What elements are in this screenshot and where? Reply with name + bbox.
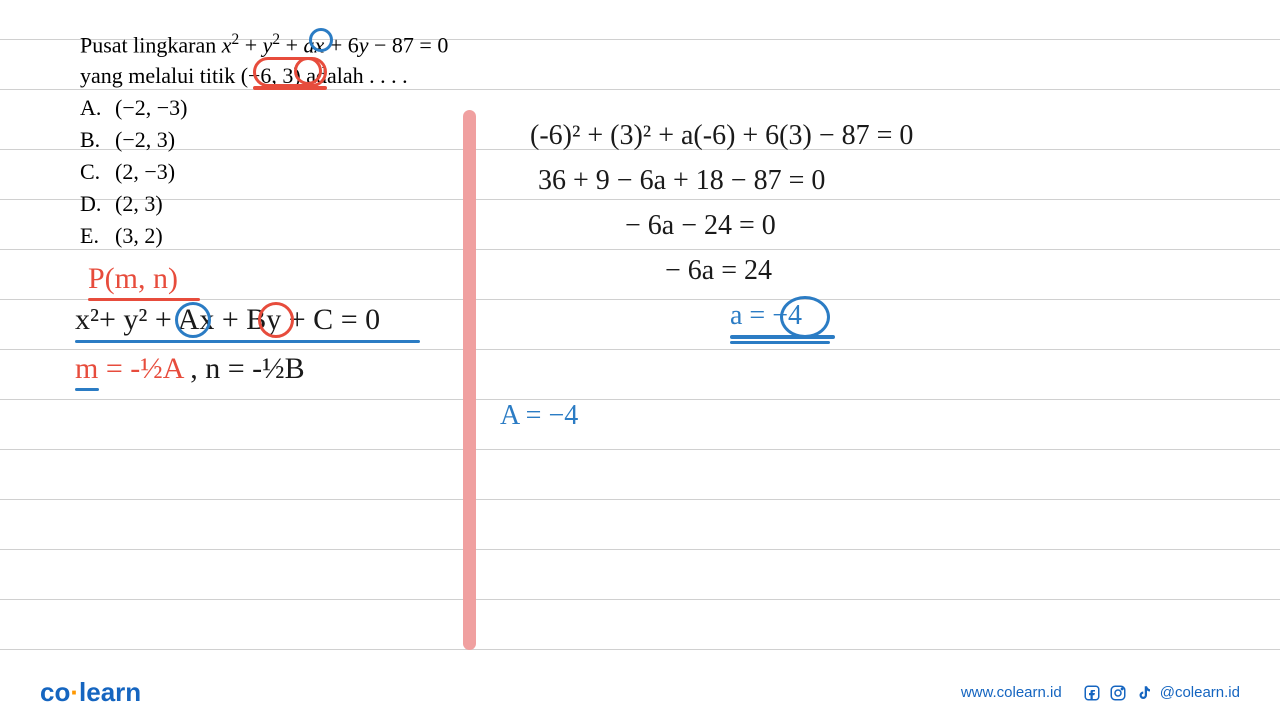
a-result-underline2 bbox=[730, 341, 830, 344]
footer: co·learn www.colearn.id @colearn.id bbox=[0, 665, 1280, 720]
formula-m: m = -½A bbox=[75, 352, 183, 385]
option-c: C. (2, −3) bbox=[80, 156, 187, 188]
formula-center-label: P(m, n) bbox=[88, 262, 178, 296]
logo-co: co bbox=[40, 677, 70, 707]
option-e: E. (3, 2) bbox=[80, 220, 187, 252]
option-b: B. (−2, 3) bbox=[80, 124, 187, 156]
social-icons: @colearn.id bbox=[1082, 683, 1240, 703]
highlight-circle-3 bbox=[294, 57, 322, 85]
option-d: D. (2, 3) bbox=[80, 188, 187, 220]
problem-equation: x bbox=[222, 32, 232, 57]
formula-eq-underline bbox=[75, 340, 420, 343]
highlight-circle-a bbox=[309, 28, 333, 52]
facebook-icon bbox=[1082, 683, 1102, 703]
footer-url: www.colearn.id bbox=[961, 684, 1062, 701]
work-substitution: (-6)² + (3)² + a(-6) + 6(3) − 87 = 0 bbox=[530, 120, 913, 152]
problem-prefix: Pusat lingkaran bbox=[80, 32, 222, 57]
formula-mn: m = -½A , n = -½B bbox=[75, 352, 305, 386]
answer-options: A. (−2, −3) B. (−2, 3) C. (2, −3) D. (2,… bbox=[80, 92, 187, 251]
logo-dot: · bbox=[70, 677, 79, 707]
work-simplify3: − 6a = 24 bbox=[665, 255, 772, 287]
tiktok-icon bbox=[1134, 683, 1154, 703]
center-divider bbox=[463, 110, 476, 650]
formula-p-underline bbox=[88, 298, 200, 301]
work-big-a-value: A = −4 bbox=[500, 400, 578, 432]
formula-general-equation: x²+ y² + Ax + By + C = 0 bbox=[75, 303, 380, 337]
brand-logo: co·learn bbox=[40, 677, 141, 708]
highlight-circle-big-a bbox=[175, 302, 211, 338]
work-simplify1: 36 + 9 − 6a + 18 − 87 = 0 bbox=[538, 165, 825, 197]
problem-line2-prefix: yang melalui titik bbox=[80, 63, 241, 88]
highlight-circle-neg4 bbox=[780, 296, 830, 338]
m-underline bbox=[75, 388, 99, 391]
footer-handle: @colearn.id bbox=[1160, 684, 1240, 701]
formula-n: n = -½B bbox=[205, 352, 304, 385]
option-a: A. (−2, −3) bbox=[80, 92, 187, 124]
highlight-circle-big-b bbox=[258, 302, 294, 338]
highlight-underline-point bbox=[253, 86, 327, 90]
a-result-underline1 bbox=[730, 335, 835, 339]
formula-separator: , bbox=[190, 352, 205, 385]
logo-learn: learn bbox=[79, 677, 141, 707]
work-simplify2: − 6a − 24 = 0 bbox=[625, 210, 776, 242]
instagram-icon bbox=[1108, 683, 1128, 703]
footer-right: www.colearn.id @colearn.id bbox=[961, 683, 1240, 703]
